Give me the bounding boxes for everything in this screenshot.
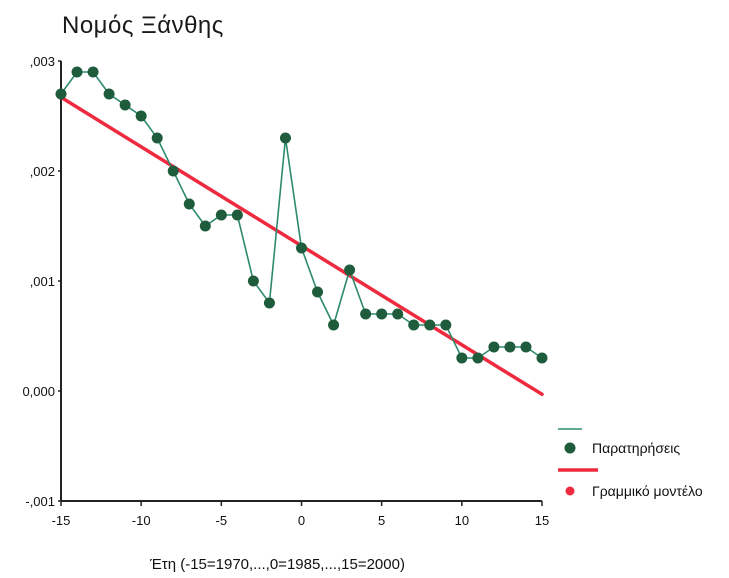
x-tick-label: 15 — [535, 513, 549, 528]
observation-point — [87, 66, 99, 78]
x-tick-label: 0 — [298, 513, 305, 528]
observation-point — [408, 319, 420, 331]
observation-point — [472, 352, 484, 364]
x-tick-label: -5 — [216, 513, 228, 528]
x-ticks: -15 -10 -5 0 5 10 15 — [52, 501, 549, 528]
observation-point — [440, 319, 452, 331]
observation-point — [151, 132, 163, 144]
observation-line — [60, 71, 543, 359]
y-tick-label: ,001 — [30, 274, 55, 289]
x-tick-label: 10 — [455, 513, 469, 528]
y-tick-label: ,002 — [30, 164, 55, 179]
y-ticks: -,001 0,000 ,001 ,002 ,003 — [22, 54, 61, 509]
x-tick-label: -15 — [52, 513, 71, 528]
axes — [60, 61, 542, 502]
observation-point — [360, 308, 372, 320]
observation-point — [279, 132, 291, 144]
legend-observations-label: Παρατηρήσεις — [592, 440, 680, 456]
observation-point — [247, 275, 259, 287]
observation-point — [424, 319, 436, 331]
legend-observations-marker — [564, 442, 576, 454]
observation-point — [536, 352, 548, 364]
observation-point — [263, 297, 275, 309]
observation-point — [504, 341, 516, 353]
observation-point — [328, 319, 340, 331]
y-tick-label: 0,000 — [22, 384, 55, 399]
observation-point — [488, 341, 500, 353]
legend-model-label: Γραμμικό μοντέλο — [592, 483, 703, 499]
legend-model-marker — [565, 486, 575, 496]
observation-point — [392, 308, 404, 320]
y-tick-label: ,003 — [30, 54, 55, 69]
legend: Παρατηρήσεις Γραμμικό μοντέλο — [558, 428, 703, 499]
observation-point — [376, 308, 388, 320]
observation-point — [312, 286, 324, 298]
observation-polyline — [60, 71, 543, 359]
observation-point — [167, 165, 179, 177]
observation-point — [296, 242, 307, 254]
observation-point — [55, 88, 67, 100]
observation-point — [71, 66, 83, 78]
x-tick-label: 5 — [378, 513, 385, 528]
y-tick-label: -,001 — [25, 494, 55, 509]
x-axis-label: Έτη (-15=1970,...,0=1985,...,15=2000) — [150, 556, 405, 573]
observation-point — [103, 88, 115, 100]
observation-point — [199, 220, 211, 232]
observation-point — [119, 99, 131, 111]
observation-point — [183, 198, 195, 210]
observation-point — [520, 341, 532, 353]
observation-point — [231, 209, 243, 221]
observation-point — [344, 264, 356, 276]
chart-title: Νομός Ξάνθης — [62, 12, 224, 39]
observation-points — [55, 66, 548, 364]
x-tick-label: -10 — [132, 513, 151, 528]
observation-point — [135, 110, 147, 122]
observation-point — [215, 209, 227, 221]
observation-point — [456, 352, 468, 364]
